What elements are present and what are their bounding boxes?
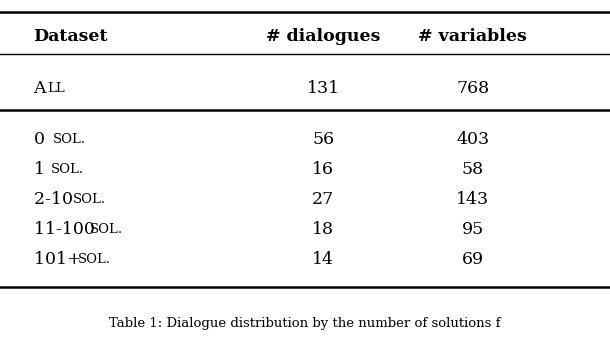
Text: 0: 0 [34, 131, 50, 148]
Text: # dialogues: # dialogues [266, 28, 381, 45]
Text: 143: 143 [456, 191, 489, 208]
Text: 2-10: 2-10 [34, 191, 78, 208]
Text: SOL.: SOL. [53, 133, 86, 146]
Text: 56: 56 [312, 131, 334, 148]
Text: 69: 69 [462, 252, 484, 268]
Text: 14: 14 [312, 252, 334, 268]
Text: 403: 403 [456, 131, 489, 148]
Text: 131: 131 [307, 80, 340, 97]
Text: 1: 1 [34, 161, 50, 178]
Text: 16: 16 [312, 161, 334, 178]
Text: 58: 58 [462, 161, 484, 178]
Text: # variables: # variables [418, 28, 527, 45]
Text: SOL.: SOL. [90, 223, 123, 236]
Text: 95: 95 [462, 221, 484, 238]
Text: Dataset: Dataset [34, 28, 108, 45]
Text: SOL.: SOL. [77, 253, 110, 267]
Text: SOL.: SOL. [51, 163, 84, 176]
Text: SOL.: SOL. [73, 193, 106, 206]
Text: 101+: 101+ [34, 252, 87, 268]
Text: 11-100: 11-100 [34, 221, 100, 238]
Text: A: A [34, 80, 46, 97]
Text: 768: 768 [456, 80, 489, 97]
Text: Table 1: Dialogue distribution by the number of solutions f: Table 1: Dialogue distribution by the nu… [109, 317, 501, 330]
Text: 18: 18 [312, 221, 334, 238]
Text: 27: 27 [312, 191, 334, 208]
Text: LL: LL [47, 82, 65, 95]
